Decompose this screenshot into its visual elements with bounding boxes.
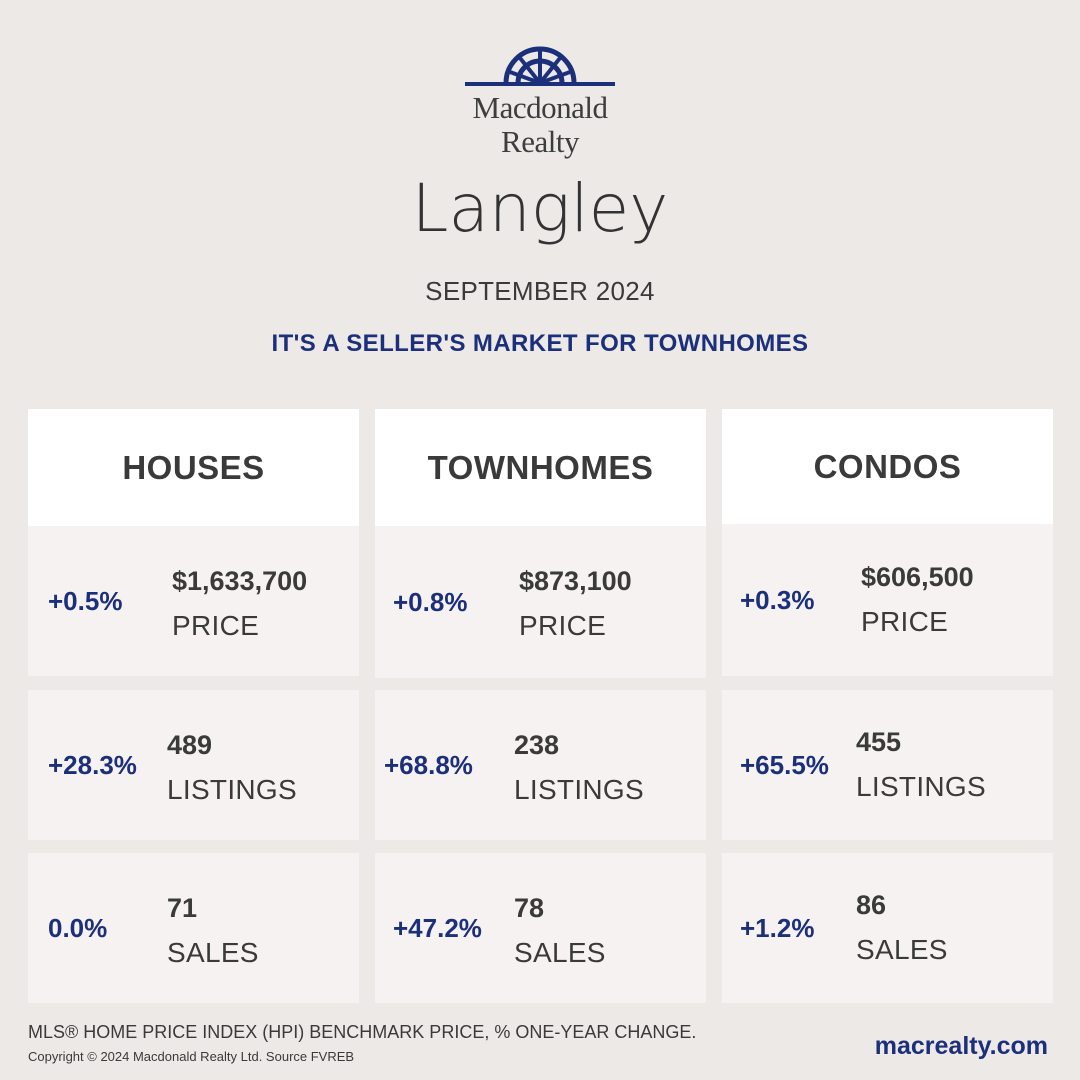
listings-stat: +65.5% 455 LISTINGS <box>722 690 1053 840</box>
listings-value: 238 <box>514 730 560 760</box>
price-change: +0.3% <box>740 584 815 615</box>
listings-stat: +28.3% 489 LISTINGS <box>28 690 359 840</box>
sales-change: +1.2% <box>740 912 815 943</box>
price-value: $873,100 <box>519 566 632 596</box>
column-title: CONDOS <box>813 447 962 485</box>
column-title: TOWNHOMES <box>427 448 654 486</box>
sales-value: 78 <box>514 893 545 923</box>
sales-stat: +1.2% 86 SALES <box>722 853 1053 1003</box>
city-title: Langley <box>411 170 669 247</box>
hpi-footnote: MLS® HOME PRICE INDEX (HPI) BENCHMARK PR… <box>28 1022 697 1042</box>
price-stat: +0.8% $873,100 PRICE <box>375 526 706 678</box>
price-change: +0.8% <box>393 586 468 617</box>
price-stat: +0.3% $606,500 PRICE <box>722 524 1053 676</box>
listings-label: LISTINGS <box>167 774 297 805</box>
brand-name-line2: Realty <box>501 124 579 159</box>
column-title: HOUSES <box>122 448 265 486</box>
report-period: SEPTEMBER 2024 <box>425 276 655 306</box>
sales-stat: +47.2% 78 SALES <box>375 853 706 1003</box>
listings-label: LISTINGS <box>514 774 644 805</box>
brand-name-line1: Macdonald <box>472 90 608 125</box>
listings-change: +68.8% <box>384 749 473 780</box>
price-label: PRICE <box>861 606 949 637</box>
copyright-text: Copyright © 2024 Macdonald Realty Ltd. S… <box>28 1049 355 1064</box>
sales-change: 0.0% <box>48 912 108 943</box>
condos-column: CONDOS +0.3% $606,500 PRICE +65.5% 455 L… <box>722 409 1053 1003</box>
market-headline: IT'S A SELLER'S MARKET FOR TOWNHOMES <box>271 330 809 357</box>
price-stat: +0.5% $1,633,700 PRICE <box>28 526 359 676</box>
sunburst-arch-icon <box>465 46 615 86</box>
sales-label: SALES <box>514 937 606 968</box>
brand-logo: Macdonald Realty <box>460 40 620 165</box>
sales-label: SALES <box>856 934 948 965</box>
condos-header: CONDOS <box>722 409 1053 524</box>
listings-change: +65.5% <box>740 749 829 780</box>
sales-stat: 0.0% 71 SALES <box>28 853 359 1003</box>
listings-change: +28.3% <box>48 749 137 780</box>
listings-label: LISTINGS <box>856 771 986 802</box>
townhomes-column: TOWNHOMES +0.8% $873,100 PRICE +68.8% 23… <box>375 409 706 1003</box>
website-link[interactable]: macrealty.com <box>874 1032 1048 1060</box>
townhomes-header: TOWNHOMES <box>375 409 706 526</box>
listings-stat: +68.8% 238 LISTINGS <box>375 690 706 840</box>
houses-column: HOUSES +0.5% $1,633,700 PRICE +28.3% 489… <box>28 409 359 1003</box>
sales-value: 86 <box>856 890 887 920</box>
price-value: $1,633,700 <box>172 566 308 596</box>
listings-value: 455 <box>856 727 902 757</box>
houses-header: HOUSES <box>28 409 359 526</box>
sales-change: +47.2% <box>393 912 482 943</box>
sales-value: 71 <box>167 893 198 923</box>
sales-label: SALES <box>167 937 259 968</box>
price-value: $606,500 <box>861 562 974 592</box>
listings-value: 489 <box>167 730 213 760</box>
price-change: +0.5% <box>48 585 123 616</box>
price-label: PRICE <box>172 610 260 641</box>
price-label: PRICE <box>519 610 607 641</box>
